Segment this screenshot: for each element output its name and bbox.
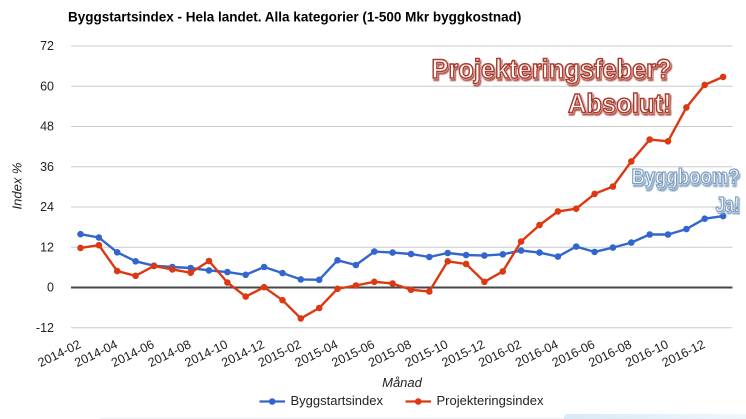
- svg-text:Byggstartsindex - Hela landet.: Byggstartsindex - Hela landet. Alla kate…: [68, 10, 521, 25]
- svg-text:Projekteringsfeber?: Projekteringsfeber?: [432, 54, 672, 84]
- svg-text:Projekteringsfeber?: Projekteringsfeber?: [432, 54, 672, 84]
- svg-text:0: 0: [47, 281, 54, 295]
- svg-text:Ja!: Ja!: [716, 194, 740, 217]
- svg-text:Absolut!: Absolut!: [568, 89, 672, 119]
- svg-text:-12: -12: [36, 321, 54, 335]
- svg-text:Absolut!: Absolut!: [568, 89, 672, 119]
- svg-text:Byggstartsindex: Byggstartsindex: [291, 393, 384, 408]
- svg-text:24: 24: [40, 200, 54, 214]
- svg-text:Absolut!: Absolut!: [569, 91, 673, 121]
- svg-text:Byggboom?: Byggboom?: [632, 166, 740, 189]
- svg-text:Byggboom?: Byggboom?: [632, 166, 740, 189]
- svg-text:Index %: Index %: [10, 163, 25, 210]
- svg-text:Projekteringsfeber?: Projekteringsfeber?: [433, 56, 673, 86]
- svg-text:48: 48: [40, 120, 54, 134]
- svg-text:Ja!: Ja!: [716, 194, 740, 217]
- svg-text:Projekteringsindex: Projekteringsindex: [437, 393, 544, 408]
- svg-text:Ja!: Ja!: [717, 196, 741, 219]
- svg-text:60: 60: [40, 79, 54, 93]
- svg-text:Byggboom?: Byggboom?: [633, 168, 741, 191]
- svg-text:36: 36: [40, 160, 54, 174]
- svg-text:72: 72: [40, 39, 54, 53]
- svg-text:Månad: Månad: [382, 375, 423, 390]
- svg-text:12: 12: [40, 240, 54, 254]
